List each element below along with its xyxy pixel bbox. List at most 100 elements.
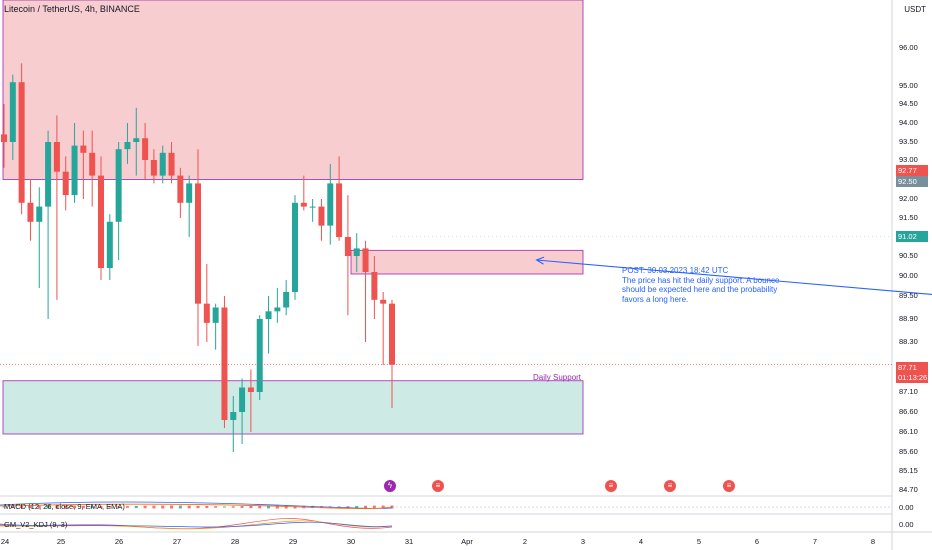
candle-body <box>159 152 166 176</box>
candle-body <box>150 160 157 176</box>
candle-body <box>274 307 281 312</box>
candle-body <box>1 134 7 142</box>
candle-body <box>133 138 140 142</box>
macd-bar <box>267 505 271 509</box>
y-tick-label: 85.15 <box>899 466 918 475</box>
macd-bar <box>372 505 376 509</box>
price-tag-current: 91.02 <box>896 231 928 242</box>
candle-body <box>300 202 307 207</box>
candle-body <box>62 171 69 196</box>
us-flag-event-icon[interactable]: ≡ <box>432 480 444 492</box>
macd-bar <box>205 505 209 509</box>
macd-bar <box>81 505 85 509</box>
macd-bar <box>134 505 138 509</box>
x-tick-label: 27 <box>172 537 182 546</box>
macd-bar <box>161 505 165 509</box>
y-tick-label: 86.60 <box>899 407 918 416</box>
macd-axis-tick: 0.00 <box>899 503 914 512</box>
us-flag-event-icon[interactable]: ≡ <box>605 480 617 492</box>
analysis-note: POST: 30.03.2023 18:42 UTC The price has… <box>622 266 822 304</box>
macd-bar <box>46 505 50 509</box>
kdj-line <box>0 521 393 528</box>
candle-body <box>98 175 104 268</box>
candle-body <box>9 82 16 142</box>
candle-body <box>212 307 219 323</box>
x-tick-label: 7 <box>812 537 818 546</box>
macd-bar <box>346 506 350 508</box>
note-line: The price has hit the daily support. A b… <box>622 275 780 285</box>
macd-label[interactable]: MACD (12, 26, close, 9, EMA, EMA) <box>4 502 125 511</box>
y-tick-label: 89.50 <box>899 291 918 300</box>
candle-body <box>80 145 87 153</box>
x-tick-label: 2 <box>522 537 528 546</box>
x-tick-label: 28 <box>230 537 240 546</box>
candle-body <box>186 183 193 203</box>
macd-bar <box>258 505 262 509</box>
y-tick-label: 91.50 <box>899 213 918 222</box>
candle-body <box>230 412 237 420</box>
candle-body <box>221 307 228 420</box>
x-tick-label: 25 <box>56 537 66 546</box>
candle-body <box>124 142 131 150</box>
macd-bar <box>311 505 315 509</box>
note-line: favors a long here. <box>622 294 689 304</box>
macd-bar <box>249 505 253 509</box>
candle-body <box>115 149 122 222</box>
x-tick-label: 29 <box>288 537 298 546</box>
x-tick-label: 5 <box>696 537 702 546</box>
kdj-label[interactable]: GM_V2_KDJ (9, 3) <box>4 520 68 529</box>
x-tick-label: 26 <box>114 537 124 546</box>
us-flag-event-icon[interactable]: ≡ <box>664 480 676 492</box>
y-tick-label: 87.10 <box>899 387 918 396</box>
lightning-event-icon[interactable]: ϟ <box>384 480 396 492</box>
kdj-line <box>0 518 393 530</box>
macd-bar <box>231 506 235 508</box>
y-tick-label: 93.50 <box>899 137 918 146</box>
candle-body <box>256 319 263 392</box>
candle-body <box>389 303 395 365</box>
price-tag-zone-low: 92.50 <box>896 176 928 187</box>
candle-body <box>203 303 210 323</box>
y-tick-label: 96.00 <box>899 43 918 52</box>
macd-bar <box>222 506 226 508</box>
macd-bar <box>240 506 244 508</box>
kdj-axis-tick: 0.00 <box>899 520 914 529</box>
macd-bar <box>90 505 94 509</box>
macd-bar <box>28 505 32 509</box>
candle-body <box>309 206 316 208</box>
candle-body <box>106 221 113 268</box>
x-tick-label: 8 <box>870 537 876 546</box>
y-tick-label: 95.00 <box>899 81 918 90</box>
y-tick-label: 94.50 <box>899 99 918 108</box>
x-tick-label: 4 <box>638 537 644 546</box>
price-tag-zone-high: 92.77 <box>896 165 928 176</box>
macd-bar <box>11 506 15 508</box>
candle-body <box>45 142 52 207</box>
countdown-tag: 01:13:26 <box>896 372 928 383</box>
candle-body <box>89 152 96 176</box>
candle-body <box>177 175 184 203</box>
note-line: should be expected here and the probabil… <box>622 285 778 294</box>
x-tick-label: 30 <box>346 537 356 546</box>
y-tick-label: 84.70 <box>899 485 918 494</box>
candle-body <box>36 206 43 222</box>
candle-body <box>283 292 290 308</box>
y-tick-label: 85.60 <box>899 447 918 456</box>
macd-bar <box>275 505 279 509</box>
candle-body <box>168 152 175 176</box>
candle-body <box>336 183 343 237</box>
forecast-arrow-head <box>535 256 545 265</box>
macd-bar <box>125 506 129 508</box>
x-tick-label: 31 <box>404 537 414 546</box>
y-tick-label: 94.00 <box>899 118 918 127</box>
y-tick-label: 92.00 <box>899 194 918 203</box>
macd-bar <box>20 506 24 508</box>
macd-bar <box>37 505 41 509</box>
forecast-arrow <box>536 259 932 295</box>
us-flag-event-icon[interactable]: ≡ <box>723 480 735 492</box>
macd-bar <box>284 505 288 509</box>
candle-body <box>362 248 369 272</box>
candle-body <box>344 237 351 256</box>
macd-bar <box>64 505 68 509</box>
